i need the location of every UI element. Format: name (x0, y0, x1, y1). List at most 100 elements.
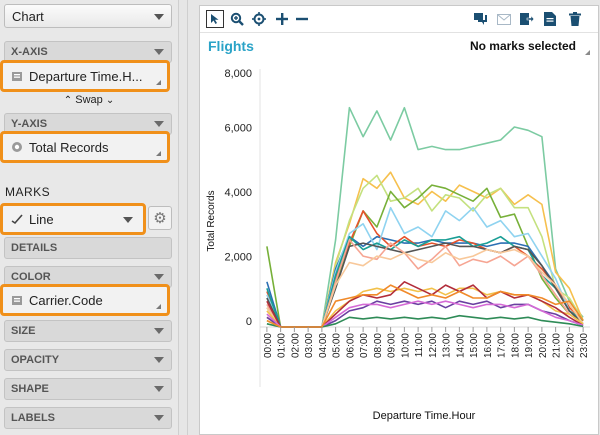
x-tick-label: 09:00 (387, 333, 398, 358)
x-tick-label: 14:00 (455, 333, 466, 358)
pan-icon (252, 12, 266, 26)
x-tick-label: 00:00 (263, 333, 274, 358)
pill-menu-icon (156, 80, 161, 85)
size-shelf[interactable]: SIZE (4, 320, 172, 342)
series-line-3[interactable] (266, 174, 584, 328)
x-tick-label: 19:00 (524, 333, 535, 358)
details-label: DETAILS (11, 242, 58, 254)
y-tick-label: 8,000 (224, 68, 252, 80)
x-tick-label: 01:00 (277, 333, 288, 358)
category-field-icon (11, 294, 23, 306)
pill-menu-icon (156, 151, 161, 156)
add-button[interactable] (274, 10, 290, 28)
series-line-13[interactable] (266, 281, 584, 328)
select-icon (211, 14, 219, 24)
marks-heading: MARKS (5, 185, 51, 199)
y-tick-label: 0 (246, 316, 252, 328)
y-axis-shelf[interactable]: Y-AXIS (4, 113, 172, 135)
comment-button[interactable] (472, 10, 490, 28)
remove-icon (296, 17, 308, 21)
export-button[interactable] (518, 10, 536, 28)
chevron-down-icon (154, 357, 164, 363)
copy-button[interactable] (541, 10, 559, 28)
chart-type-select[interactable]: Chart (4, 4, 172, 28)
x-tick-label: 02:00 (290, 333, 301, 358)
x-tick-label: 23:00 (579, 333, 590, 358)
series-line-16[interactable] (266, 314, 584, 328)
x-tick-label: 04:00 (318, 333, 329, 358)
select-tool-button[interactable] (206, 10, 224, 28)
opacity-shelf[interactable]: OPACITY (4, 349, 172, 371)
email-icon (497, 13, 511, 25)
zoom-icon (230, 12, 244, 26)
y-tick-label: 4,000 (224, 187, 252, 199)
x-axis-title: Departure Time.Hour (373, 410, 476, 422)
shape-label: SHAPE (11, 383, 49, 395)
pan-tool-button[interactable] (250, 10, 268, 28)
size-label: SIZE (11, 325, 36, 337)
category-field-icon (11, 70, 23, 82)
x-tick-label: 13:00 (442, 333, 453, 358)
series-line-14[interactable] (266, 300, 584, 328)
chevron-down-icon (154, 274, 164, 280)
series-line-5[interactable] (266, 235, 584, 328)
zoom-tool-button[interactable] (228, 10, 246, 28)
measure-field-icon (11, 141, 23, 153)
swap-axes-button[interactable]: ⌃ Swap ⌄ (0, 94, 178, 106)
chevron-down-icon (154, 386, 164, 392)
x-tick-label: 22:00 (565, 333, 576, 358)
series-line-15[interactable] (266, 300, 584, 328)
y-axis-title: Total Records (206, 190, 217, 251)
series-line-10[interactable] (266, 239, 584, 328)
color-field: Carrier.Code (29, 292, 103, 308)
delete-button[interactable] (566, 10, 584, 28)
add-icon (276, 13, 288, 25)
x-tick-label: 17:00 (497, 333, 508, 358)
x-tick-label: 11:00 (414, 333, 425, 358)
mark-settings-button[interactable]: ⚙ (148, 206, 172, 230)
chevron-down-icon (123, 217, 133, 223)
series-line-2[interactable] (266, 171, 584, 328)
x-axis-field-pill[interactable]: Departure Time.H... (0, 60, 170, 92)
chevron-down-icon (154, 328, 164, 334)
series-line-11[interactable] (266, 248, 584, 328)
gear-icon: ⚙ (153, 209, 167, 227)
copy-icon (544, 12, 556, 26)
series-line-8[interactable] (266, 235, 584, 328)
x-tick-label: 08:00 (373, 333, 384, 358)
series-line-17[interactable] (266, 284, 584, 328)
labels-shelf[interactable]: LABELS (4, 407, 172, 429)
x-tick-label: 10:00 (400, 333, 411, 358)
color-field-pill[interactable]: Carrier.Code (0, 284, 170, 316)
x-tick-label: 18:00 (510, 333, 521, 358)
line-chart-icon (11, 213, 23, 225)
color-label: COLOR (11, 271, 51, 283)
y-axis-field-pill[interactable]: Total Records (0, 131, 170, 163)
selection-menu-icon[interactable] (585, 50, 590, 55)
panel-splitter[interactable] (185, 0, 191, 435)
delete-icon (569, 12, 581, 26)
series-line-6[interactable] (266, 210, 584, 328)
y-tick-label: 6,000 (224, 123, 252, 135)
series-line-1[interactable] (266, 106, 584, 328)
x-tick-label: 15:00 (469, 333, 480, 358)
x-tick-label: 16:00 (483, 333, 494, 358)
remove-button[interactable] (294, 10, 310, 28)
opacity-label: OPACITY (11, 354, 60, 366)
details-shelf[interactable]: DETAILS (4, 237, 172, 259)
y-axis-label: Y-AXIS (11, 118, 48, 130)
shape-shelf[interactable]: SHAPE (4, 378, 172, 400)
mark-type-value: Line (29, 211, 54, 227)
chart-panel: Flights No marks selected 0 2,000 4,000 6,0… (199, 5, 599, 435)
line-chart[interactable]: 0 2,000 4,000 6,000 8,000 00:00 01:00 02:00 03:… (200, 61, 598, 431)
chart-toolbar (200, 6, 598, 33)
left-panel: Chart X-AXIS Departure Time.H... ⌃ Swap … (0, 0, 179, 435)
chart-title: Flights (208, 38, 254, 54)
chevron-down-icon (154, 121, 164, 127)
mark-type-select[interactable]: Line (0, 203, 146, 235)
y-axis-field: Total Records (29, 139, 109, 155)
x-tick-label: 12:00 (428, 333, 439, 358)
email-button[interactable] (495, 10, 513, 28)
x-axis-field: Departure Time.H... (29, 68, 143, 84)
chevron-down-icon: ⌄ (105, 95, 115, 106)
